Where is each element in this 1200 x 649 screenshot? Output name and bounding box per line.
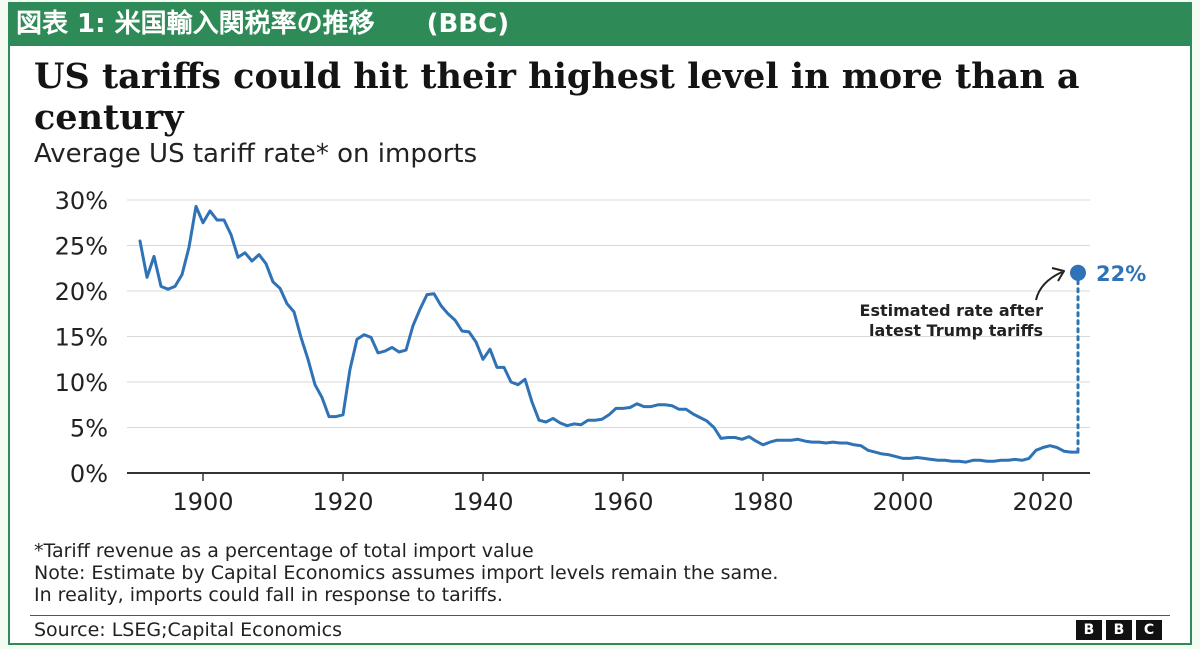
estimate-value-label: 22% <box>1096 262 1146 286</box>
y-tick-label: 5% <box>70 415 108 443</box>
annotation-text: latest Trump tariffs <box>869 321 1043 340</box>
bbc-logo-letter: B <box>1076 620 1102 640</box>
estimate-point <box>1070 264 1086 281</box>
arrowhead-icon <box>1051 267 1065 282</box>
source-text: Source: LSEG;Capital Economics <box>34 619 343 641</box>
figure-banner: 図表 1: 米国輸入関税率の推移 (BBC) <box>8 2 1192 46</box>
x-tick-label: 1900 <box>172 488 233 516</box>
x-tick-label: 2020 <box>1012 488 1073 516</box>
bbc-logo-letter: C <box>1136 620 1162 640</box>
note-line: In reality, imports could fall in respon… <box>34 584 503 606</box>
note-line: *Tariff revenue as a percentage of total… <box>34 540 534 562</box>
bbc-logo-letter: B <box>1106 620 1132 640</box>
chart-notes: *Tariff revenue as a percentage of total… <box>34 540 778 606</box>
chart-subtitle: Average US tariff rate* on imports <box>34 139 478 169</box>
x-tick-label: 1920 <box>312 488 373 516</box>
x-tick-label: 1960 <box>592 488 653 516</box>
note-line: Note: Estimate by Capital Economics assu… <box>34 562 779 584</box>
x-tick-label: 1980 <box>732 488 793 516</box>
series-line <box>138 204 1073 464</box>
annotation-arrow <box>1035 271 1063 301</box>
footer-divider <box>30 615 1170 616</box>
x-tick-label: 2000 <box>872 488 933 516</box>
chart-frame <box>8 2 1192 645</box>
x-tick-label: 1940 <box>452 488 513 516</box>
annotation-text: Estimated rate after <box>860 301 1044 320</box>
y-tick-label: 0% <box>70 460 108 488</box>
y-tick-label: 15% <box>55 324 108 352</box>
y-tick-label: 30% <box>55 187 108 215</box>
y-tick-label: 20% <box>55 278 108 306</box>
bbc-logo: B B C <box>1076 620 1162 640</box>
y-tick-label: 25% <box>55 233 108 261</box>
y-tick-label: 10% <box>55 369 108 397</box>
chart-title: US tariffs could hit their highest level… <box>34 56 1080 138</box>
